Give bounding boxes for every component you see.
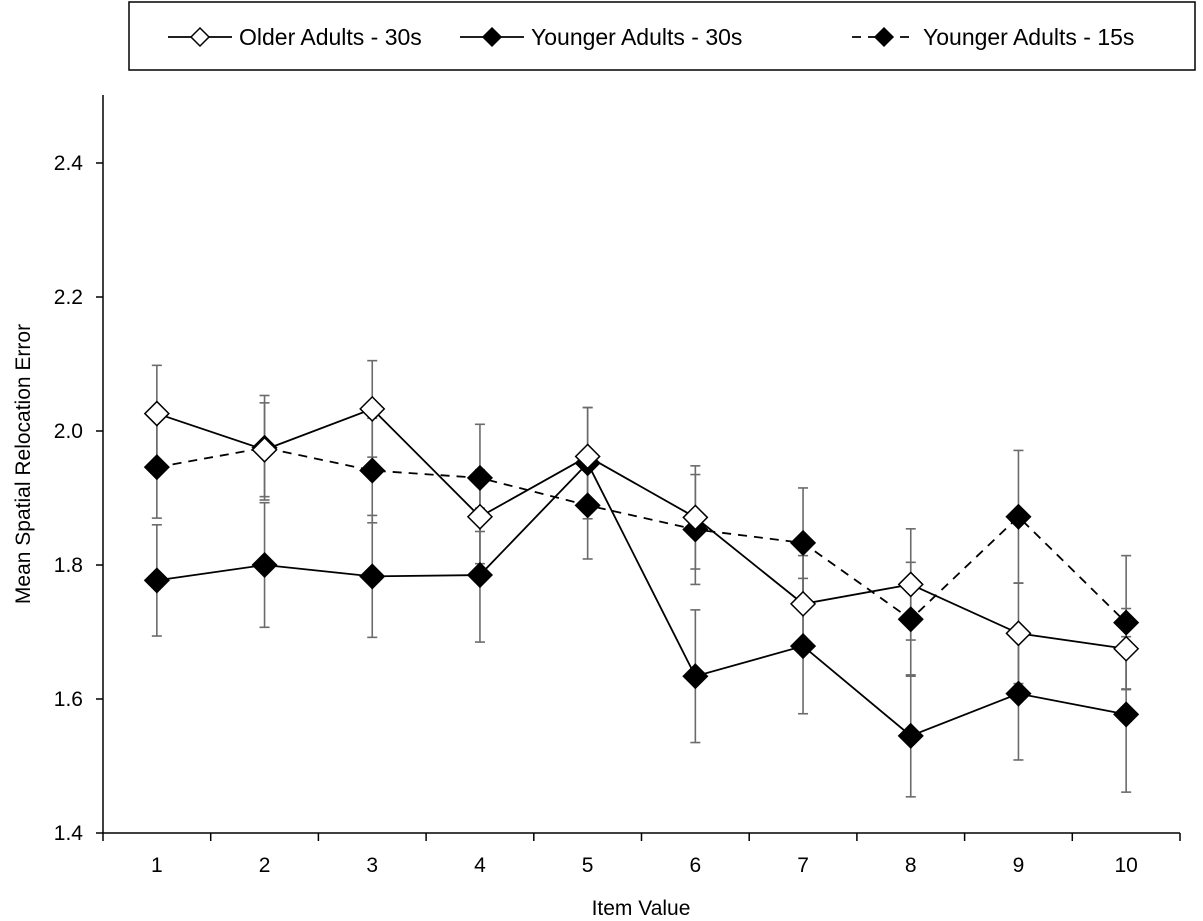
legend-item: Older Adults - 30s bbox=[168, 24, 422, 50]
data-point bbox=[143, 454, 170, 481]
x-tick-label: 4 bbox=[474, 854, 486, 877]
x-tick-label: 7 bbox=[797, 854, 809, 877]
x-tick-label: 8 bbox=[905, 854, 917, 877]
legend-marker bbox=[873, 26, 895, 48]
data-point bbox=[682, 504, 709, 531]
legend-marker bbox=[481, 26, 503, 48]
y-tick-label: 2.0 bbox=[54, 420, 83, 443]
data-point bbox=[1005, 680, 1032, 707]
legend: Older Adults - 30s Younger Adults - 30s Yo… bbox=[128, 1, 1196, 71]
data-point bbox=[789, 633, 817, 660]
series-line bbox=[156, 461, 1127, 737]
series-line bbox=[156, 446, 1127, 624]
x-tick-label: 1 bbox=[151, 854, 163, 877]
legend-item: Younger Adults - 30s bbox=[460, 24, 742, 50]
legend-label: Younger Adults - 15s bbox=[923, 24, 1134, 50]
legend-box bbox=[128, 1, 1196, 71]
legend-item: Younger Adults - 15s bbox=[852, 24, 1134, 50]
x-tick-label: 3 bbox=[366, 854, 378, 877]
data-point bbox=[359, 395, 386, 422]
legend-label: Younger Adults - 30s bbox=[531, 24, 742, 50]
data-point bbox=[1005, 620, 1032, 647]
data-point bbox=[789, 529, 817, 556]
x-tick-label: 10 bbox=[1114, 854, 1137, 877]
y-tick-label: 2.2 bbox=[54, 286, 83, 309]
data-point bbox=[359, 563, 386, 590]
y-tick-label: 2.4 bbox=[54, 152, 84, 175]
x-axis-title: Item Value bbox=[592, 897, 691, 920]
data-point bbox=[574, 492, 601, 519]
legend-marker bbox=[189, 26, 211, 48]
data-point bbox=[359, 457, 386, 484]
data-point bbox=[251, 436, 278, 463]
x-tick-label: 5 bbox=[582, 854, 594, 877]
data-point bbox=[1113, 635, 1140, 662]
data-point bbox=[466, 503, 494, 530]
series-line bbox=[156, 407, 1127, 650]
data-point bbox=[251, 551, 278, 579]
data-point bbox=[466, 561, 494, 589]
data-point bbox=[574, 443, 601, 470]
data-point bbox=[1113, 701, 1140, 728]
data-point bbox=[1113, 609, 1140, 636]
data-point bbox=[466, 464, 494, 491]
data-point bbox=[897, 571, 924, 598]
x-tick-label: 6 bbox=[690, 854, 702, 877]
y-tick-label: 1.6 bbox=[54, 688, 83, 711]
y-tick-label: 1.8 bbox=[54, 554, 83, 577]
y-tick-label: 1.4 bbox=[54, 822, 84, 845]
data-point bbox=[897, 722, 924, 749]
data-point bbox=[682, 663, 709, 690]
y-axis-title: Mean Spatial Relocation Error bbox=[12, 324, 35, 604]
axes: 1.4 1.6 1.8 2.0 2.2 2.4 1 2 3 4 5 6 7 8 9 10 bbox=[54, 95, 1181, 877]
data-point bbox=[897, 606, 924, 633]
data-point bbox=[143, 400, 170, 427]
plot-area bbox=[143, 359, 1140, 798]
x-tick-label: 2 bbox=[259, 854, 271, 877]
x-tick-label: 9 bbox=[1013, 854, 1025, 877]
data-point bbox=[789, 590, 817, 617]
legend-label: Older Adults - 30s bbox=[239, 24, 422, 50]
data-point bbox=[143, 567, 170, 594]
data-point bbox=[1005, 503, 1032, 530]
